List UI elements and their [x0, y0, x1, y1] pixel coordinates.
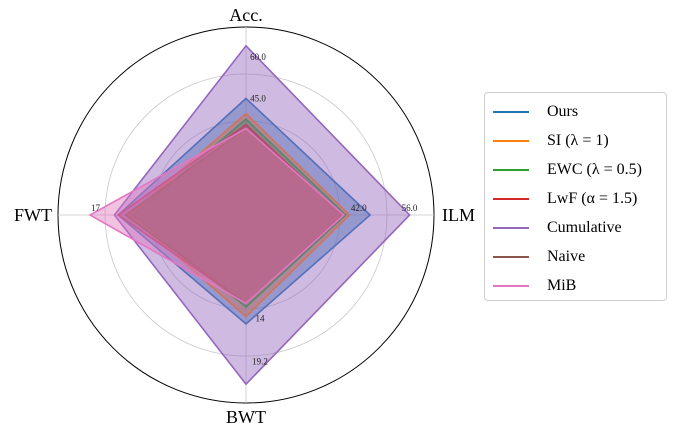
legend-item-0: Ours [485, 97, 666, 126]
series-1-polygon [128, 112, 351, 318]
legend-swatch-2 [493, 168, 529, 171]
legend-label-6: MiB [547, 276, 577, 294]
legend-label-4: Cumulative [547, 218, 622, 236]
legend-swatch-0 [493, 110, 529, 113]
legend-item-6: MiB [485, 271, 666, 300]
tick-label-0-1: 60.0 [250, 52, 266, 62]
radar-series [88, 44, 411, 386]
legend-label-5: Naive [547, 247, 586, 265]
tick-label-2-0: 14 [256, 313, 266, 323]
legend-label-2: EWC (λ = 0.5) [547, 160, 642, 178]
legend-swatch-4 [493, 226, 529, 229]
legend-swatch-3 [493, 197, 529, 200]
axis-label-2: BWT [226, 407, 266, 427]
legend-swatch-6 [493, 284, 529, 287]
tick-label-1-0: 42.0 [351, 203, 367, 213]
series-6-polygon [88, 127, 346, 305]
tick-label-2-1: 19.2 [252, 357, 268, 367]
legend-item-1: SI (λ = 1) [485, 126, 666, 155]
legend-label-1: SI (λ = 1) [547, 131, 609, 149]
tick-label-1-1: 56.0 [402, 203, 418, 213]
tick-label-0-0: 45.0 [250, 93, 266, 103]
chart-legend: Ours SI (λ = 1) EWC (λ = 0.5) LwF (α = 1.5)… [484, 92, 667, 301]
legend-item-5: Naive [485, 242, 666, 271]
axis-label-1: ILM [442, 205, 475, 225]
radar-labels: Acc. ILM BWT FWT 45.0 60.0 42.0 56.0 14 19.2 17 [14, 5, 475, 427]
legend-item-4: Cumulative [485, 213, 666, 242]
series-4-polygon [113, 44, 411, 386]
legend-swatch-5 [493, 255, 529, 258]
tick-label-3-0: 17 [91, 203, 101, 213]
legend-swatch-1 [493, 139, 529, 142]
radar-grid [57, 26, 435, 404]
axis-label-0: Acc. [229, 5, 262, 25]
legend-item-3: LwF (α = 1.5) [485, 184, 666, 213]
legend-label-0: Ours [547, 102, 579, 120]
axis-label-3: FWT [14, 205, 52, 225]
legend-item-2: EWC (λ = 0.5) [485, 155, 666, 184]
legend-label-3: LwF (α = 1.5) [547, 189, 638, 207]
